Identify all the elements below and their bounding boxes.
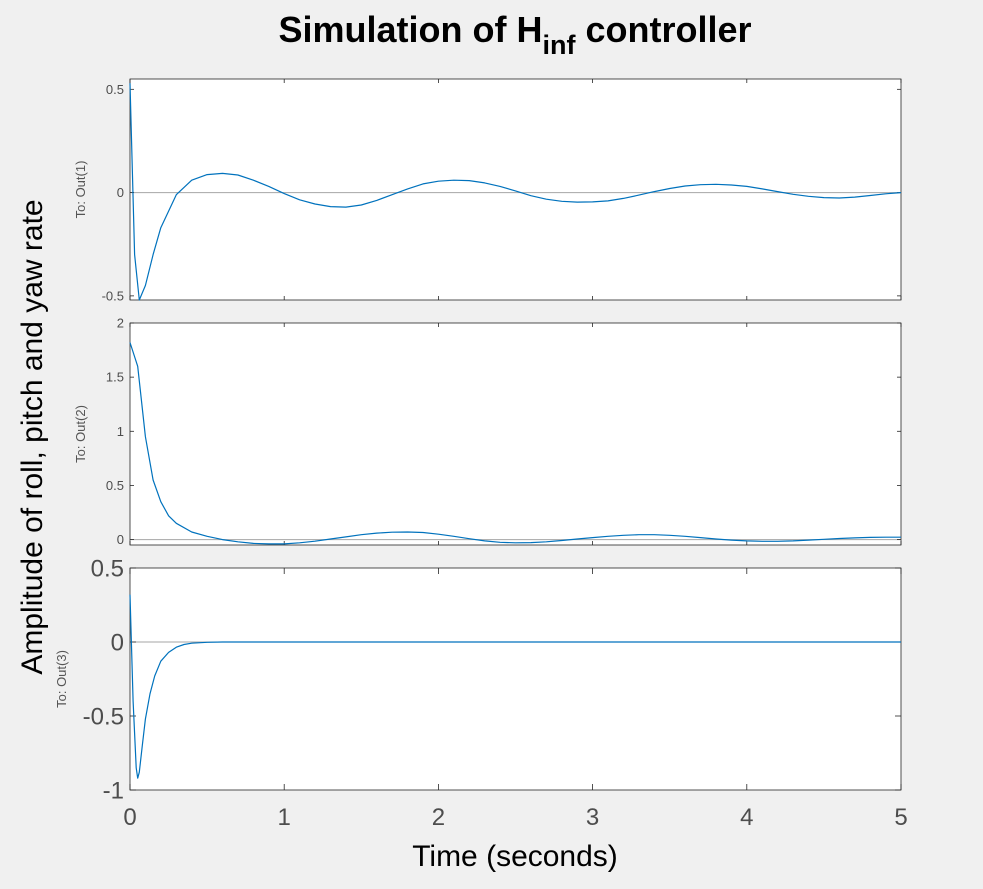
output-label: To: Out(2) [73,405,88,463]
subplot-1: 0.5 0 -0.5 To: Out(1) [73,78,902,303]
x-tick-label: 1 [278,804,291,831]
y-tick-label: 1 [117,424,124,439]
series-line [129,594,901,779]
y-tick-label: -0.5 [83,703,124,730]
chart-title-main: Simulation of H [278,9,542,50]
axes-box [129,78,902,301]
output-label: To: Out(3) [54,650,69,708]
x-axis-label: Time (seconds) [412,840,618,873]
y-tick-label: 2 [117,316,124,331]
subplot-3: 0.5 0 -0.5 -1 To: Out(3) [54,555,902,804]
y-tick-label: 0.5 [106,478,124,493]
axes-box [129,567,902,791]
y-tick-label: 0.5 [91,555,124,582]
y-tick-label: -0.5 [102,288,124,303]
chart-title-end: controller [575,9,751,50]
subplot-2: 2 1.5 1 0.5 0 To: Out(2) [73,316,902,547]
x-tick-label: 4 [740,804,753,831]
y-tick-label: 0 [111,629,124,656]
y-tick-label: 0 [117,532,124,547]
chart-title-subscript: inf [542,30,576,60]
x-tick-label: 0 [123,804,136,831]
y-tick-label: -1 [103,777,124,804]
y-tick-label: 0 [117,185,124,200]
x-tick-label: 3 [586,804,599,831]
y-axis-label: Amplitude of roll, pitch and yaw rate [16,199,49,674]
subplots: 0.5 0 -0.5 To: Out(1) 2 1.5 1 0.5 0 To: Out(2) 0.5… [54,78,908,831]
axes-box [129,322,902,546]
y-tick-label: 0.5 [106,82,124,97]
series-line [129,342,901,545]
x-tick-label: 2 [432,804,445,831]
output-label: To: Out(1) [73,161,88,219]
series-line [129,83,902,301]
x-tick-label: 5 [894,804,907,831]
chart-title: Simulation of Hinf controller [278,9,751,60]
y-tick-label: 1.5 [106,370,124,385]
